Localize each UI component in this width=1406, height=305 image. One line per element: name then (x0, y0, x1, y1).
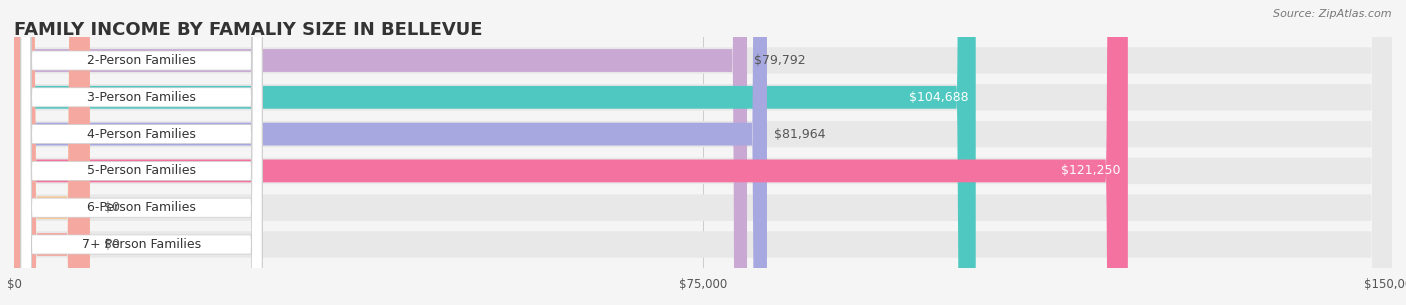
Text: $81,964: $81,964 (773, 127, 825, 141)
Text: $104,688: $104,688 (910, 91, 969, 104)
FancyBboxPatch shape (14, 0, 1392, 305)
Text: 4-Person Families: 4-Person Families (87, 127, 195, 141)
Text: 6-Person Families: 6-Person Families (87, 201, 195, 214)
FancyBboxPatch shape (14, 0, 1392, 305)
Text: 3-Person Families: 3-Person Families (87, 91, 195, 104)
FancyBboxPatch shape (14, 0, 1392, 305)
FancyBboxPatch shape (14, 0, 747, 305)
FancyBboxPatch shape (14, 0, 1392, 305)
Text: $79,792: $79,792 (754, 54, 806, 67)
FancyBboxPatch shape (14, 0, 1392, 305)
FancyBboxPatch shape (14, 0, 1128, 305)
FancyBboxPatch shape (21, 0, 262, 305)
FancyBboxPatch shape (14, 0, 976, 305)
FancyBboxPatch shape (21, 0, 262, 305)
Text: 7+ Person Families: 7+ Person Families (82, 238, 201, 251)
Text: 5-Person Families: 5-Person Families (87, 164, 195, 178)
FancyBboxPatch shape (14, 0, 766, 305)
FancyBboxPatch shape (21, 0, 262, 305)
Text: $0: $0 (104, 238, 120, 251)
Text: $0: $0 (104, 201, 120, 214)
Text: 2-Person Families: 2-Person Families (87, 54, 195, 67)
FancyBboxPatch shape (14, 0, 1392, 305)
FancyBboxPatch shape (14, 0, 90, 305)
FancyBboxPatch shape (21, 0, 262, 305)
FancyBboxPatch shape (21, 0, 262, 305)
FancyBboxPatch shape (14, 0, 90, 305)
Text: $121,250: $121,250 (1062, 164, 1121, 178)
Text: Source: ZipAtlas.com: Source: ZipAtlas.com (1274, 9, 1392, 19)
Text: FAMILY INCOME BY FAMALIY SIZE IN BELLEVUE: FAMILY INCOME BY FAMALIY SIZE IN BELLEVU… (14, 21, 482, 39)
FancyBboxPatch shape (21, 0, 262, 305)
